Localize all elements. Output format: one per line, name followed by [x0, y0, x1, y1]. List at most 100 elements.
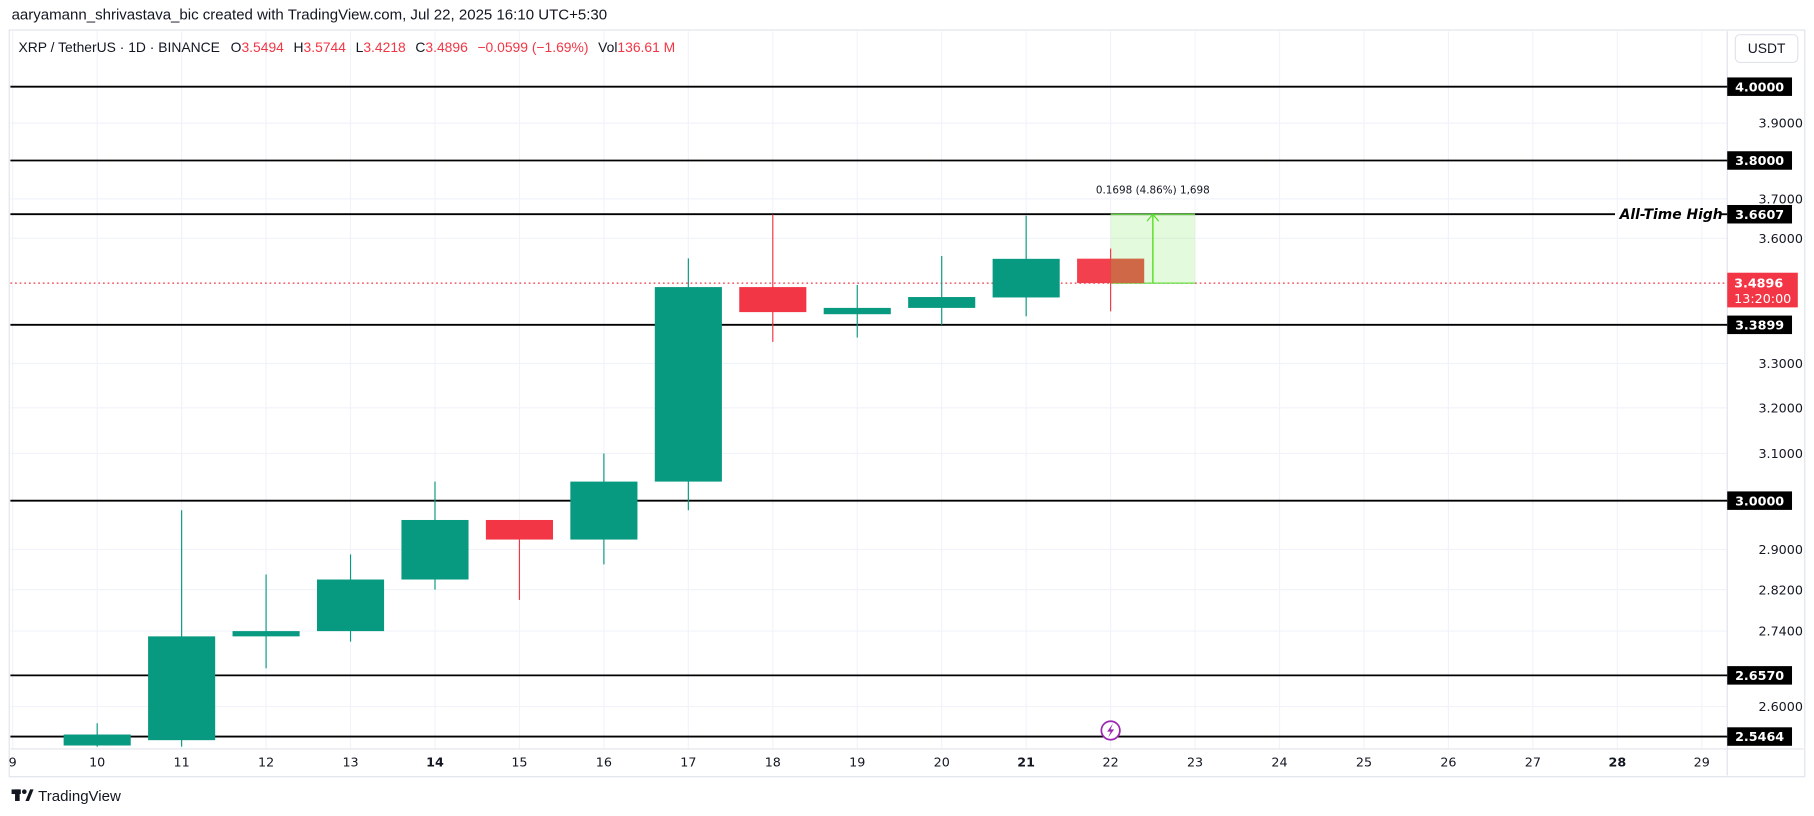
price-tick-label: 2.8200 [1758, 582, 1802, 597]
currency-button-label: USDT [1748, 40, 1786, 56]
candle[interactable] [1077, 248, 1145, 312]
time-tick-label: 23 [1187, 754, 1203, 769]
candle-body [148, 636, 216, 741]
time-tick-label: 28 [1608, 754, 1626, 769]
time-tick-label: 15 [511, 754, 527, 769]
time-tick-label: 25 [1356, 754, 1372, 769]
candle-body [739, 287, 807, 313]
legend-close: 3.4896 [425, 39, 468, 55]
last-price-badge [1727, 272, 1798, 308]
level-price-badge [1727, 151, 1793, 170]
arrow-up-icon [1146, 213, 1160, 222]
time-tick-label: 9 [9, 754, 17, 769]
candle-body [1077, 258, 1145, 284]
chart-frame [8, 29, 1806, 778]
price-tick-label: 2.7400 [1758, 624, 1802, 639]
candle[interactable] [148, 510, 216, 747]
lightning-icon [1107, 723, 1115, 738]
time-tick-label: 18 [765, 754, 781, 769]
candle-body [992, 258, 1060, 298]
candle[interactable] [316, 554, 385, 642]
candle[interactable] [401, 481, 469, 590]
level-price-badge [1727, 666, 1793, 685]
event-marker[interactable] [1100, 720, 1121, 741]
candle[interactable] [739, 214, 807, 342]
candle-body [401, 519, 469, 580]
legend-volume-label: Vol [598, 39, 617, 55]
attribution-text: aaryamann_shrivastava_bic created with T… [12, 7, 608, 24]
time-tick-label: 11 [174, 754, 190, 769]
level-price-label: 3.3899 [1735, 317, 1784, 332]
level-price-badge [1727, 727, 1793, 746]
legend-low-label: L [356, 39, 364, 55]
countdown-label: 13:20:00 [1734, 291, 1791, 306]
candle-body [570, 481, 638, 540]
price-tick-label: 3.9000 [1758, 116, 1802, 131]
currency-button[interactable]: USDT [1734, 34, 1799, 63]
time-tick-label: 14 [426, 754, 444, 769]
candle[interactable] [63, 723, 131, 747]
measure-label: 0.1698 (4.86%) 1,698 [1096, 184, 1210, 196]
legend-low: 3.4218 [363, 39, 406, 55]
price-tick-label: 2.9000 [1758, 542, 1802, 557]
candle[interactable] [232, 574, 300, 669]
time-tick-label: 22 [1103, 754, 1119, 769]
legend-high-label: H [294, 39, 304, 55]
candle-body [908, 297, 976, 308]
legend-volume: 136.61 M [617, 39, 675, 55]
horizontal-levels: All-Time High [10, 85, 1728, 738]
time-tick-label: 10 [89, 754, 105, 769]
price-tick-label: 3.2000 [1758, 400, 1802, 415]
candle[interactable] [485, 519, 553, 600]
time-tick-label: 20 [934, 754, 950, 769]
level-price-label: 3.0000 [1735, 493, 1784, 508]
price-tick-label: 2.6000 [1758, 699, 1802, 714]
legend-symbol: XRP / TetherUS · 1D · BINANCE [19, 39, 220, 55]
level-price-badge [1727, 77, 1793, 96]
all-time-high-label: All-Time High [1619, 207, 1723, 223]
legend-high: 3.5744 [304, 39, 347, 55]
level-price-badge [1727, 315, 1793, 335]
time-tick-label: 19 [849, 754, 865, 769]
candle[interactable] [992, 215, 1060, 317]
time-tick-label: 12 [258, 754, 274, 769]
candle-body [654, 287, 722, 482]
price-axis[interactable]: 3.9000 3.7000 3.6000 3.3000 3.2000 3.1000 2.90… [1727, 77, 1803, 746]
legend-close-label: C [415, 39, 425, 55]
time-tick-label: 16 [596, 754, 612, 769]
tradingview-logo[interactable]: TradingView [11, 788, 121, 805]
candle-body [232, 631, 300, 637]
time-tick-label: 13 [342, 754, 358, 769]
price-tick-label: 3.1000 [1758, 446, 1802, 461]
level-price-badge [1727, 491, 1793, 510]
legend-open-label: O [231, 39, 242, 55]
time-tick-label: 26 [1440, 754, 1456, 769]
level-price-label: 3.6607 [1735, 207, 1784, 222]
svg-text:XRP / TetherUS · 1D · BINANCE: XRP / TetherUS · 1D · BINANCE O3.5494 H3… [19, 39, 676, 55]
price-tick-label: 3.6000 [1758, 231, 1802, 246]
time-axis[interactable]: 9 10 11 12 13 14 15 16 17 18 19 20 21 22 23 24 25 26 27 28 2… [9, 754, 1710, 769]
price-tick-label: 3.3000 [1758, 356, 1802, 371]
candle-body [823, 307, 891, 315]
level-price-label: 2.6570 [1735, 668, 1784, 683]
candle[interactable] [823, 285, 891, 338]
level-price-label: 3.8000 [1735, 153, 1784, 168]
price-tick-label: 3.7000 [1758, 191, 1802, 206]
level-price-label: 4.0000 [1735, 79, 1784, 94]
level-price-badge [1727, 204, 1793, 224]
grid [10, 31, 1804, 776]
measure-overlap [1110, 258, 1145, 284]
time-tick-label: 29 [1694, 754, 1710, 769]
candle-body [63, 734, 131, 746]
candle[interactable] [908, 255, 976, 325]
time-tick-label: 24 [1271, 754, 1287, 769]
legend: XRP / TetherUS · 1D · BINANCE O3.5494 H3… [19, 39, 676, 55]
candle[interactable] [654, 258, 722, 511]
candle-body [485, 519, 553, 540]
candles [63, 214, 1145, 747]
last-price-label: 3.4896 [1734, 276, 1783, 291]
candle[interactable] [570, 453, 638, 565]
level-price-label: 2.5464 [1735, 729, 1784, 744]
legend-open: 3.5494 [241, 39, 284, 55]
